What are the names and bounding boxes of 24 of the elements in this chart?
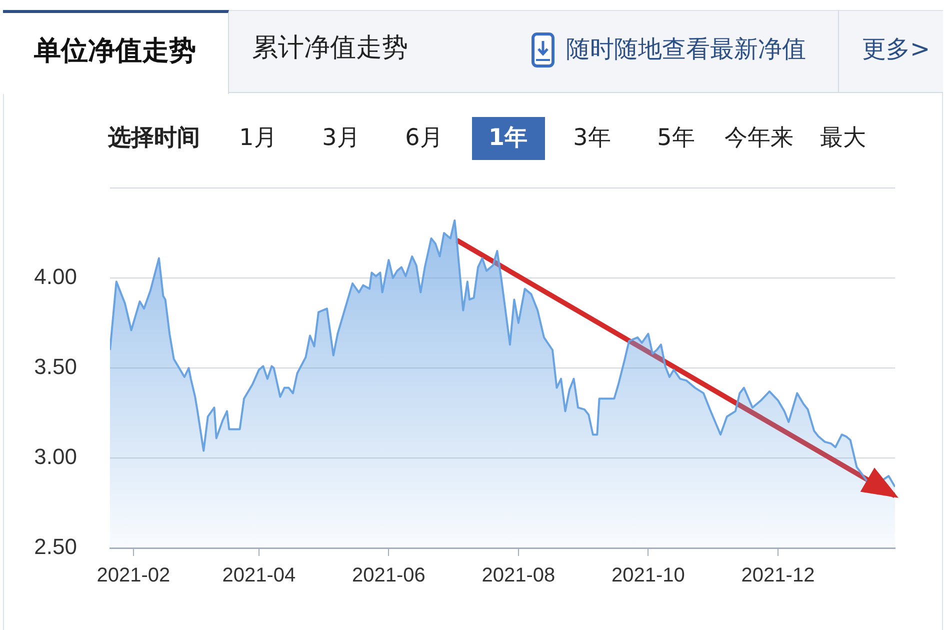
y-tick-label: 3.50 [34,354,77,380]
text: 1月 [239,124,277,152]
y-tick-label: 4.00 [34,264,77,290]
selected-button[interactable] [472,117,545,160]
chart-title: 单位净值走势 [34,35,196,67]
x-tick-label: 2021-10 [612,564,685,587]
y-tick-label: 2.50 [34,534,77,560]
text: 3年 [573,124,611,152]
text: 5年 [657,124,695,152]
text: 今年来 [724,124,794,152]
text: 随时随地查看最新净值 [566,35,806,64]
text: 选择时间 [108,124,200,152]
x-tick-label: 2021-02 [96,564,170,587]
x-tick-label: 2021-06 [352,564,426,587]
text: 更多> [862,35,930,64]
y-tick-label: 3.00 [34,444,77,470]
x-tick-label: 2021-04 [222,564,296,587]
text: 3月 [322,124,360,152]
text: 累计净值走势 [252,33,408,64]
x-tick-label: 2021-08 [482,564,556,587]
text: 1年 [488,124,528,152]
text: 6月 [405,124,443,152]
text: 最大 [820,124,866,152]
x-tick-label: 2021-12 [741,564,815,587]
